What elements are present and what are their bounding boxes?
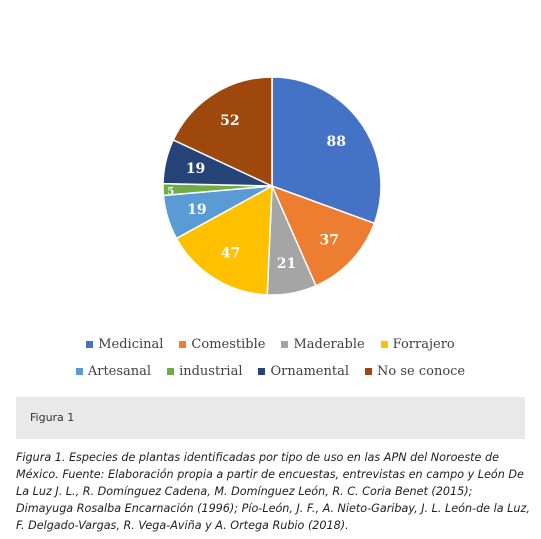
legend-swatch bbox=[281, 341, 289, 348]
legend-swatch bbox=[258, 368, 266, 375]
data-label: 21 bbox=[277, 256, 296, 272]
pie-slice-medicinal bbox=[271, 76, 382, 225]
legend-label: No se conoce bbox=[377, 364, 466, 379]
pie-slice-no-se-conoce bbox=[172, 76, 273, 188]
pie-slice-comestible bbox=[270, 184, 376, 287]
data-label: 19 bbox=[187, 202, 206, 218]
data-label: 52 bbox=[220, 113, 239, 129]
legend-label: Artesanal bbox=[87, 364, 152, 379]
legend-item: Medicinal bbox=[86, 337, 163, 352]
data-label: 88 bbox=[327, 134, 346, 150]
legend-item: No se conoce bbox=[365, 364, 465, 379]
figure-label: Figura 1 bbox=[30, 411, 75, 424]
legend-row: Artesanal industrial Ornamental No se conoc… bbox=[0, 364, 541, 379]
pie-slice-forrajero bbox=[175, 184, 273, 296]
legend-swatch bbox=[179, 341, 187, 348]
legend-label: industrial bbox=[179, 364, 243, 379]
legend-label: Medicinal bbox=[98, 337, 164, 352]
legend-item: Ornamental bbox=[258, 364, 349, 379]
legend-label: Comestible bbox=[191, 337, 266, 352]
legend-label: Maderable bbox=[293, 337, 365, 352]
legend-swatch bbox=[75, 368, 83, 375]
legend-item: Comestible bbox=[179, 337, 265, 352]
legend-item: Artesanal bbox=[75, 364, 152, 379]
data-label: 47 bbox=[221, 246, 240, 262]
figure-caption: Figura 1. Especies de plantas identifica… bbox=[16, 451, 530, 532]
legend-swatch bbox=[86, 341, 94, 348]
data-label: 5 bbox=[167, 186, 174, 197]
legend-label: Forrajero bbox=[392, 337, 455, 352]
legend-item: Forrajero bbox=[380, 337, 455, 352]
pie-chart: 88 37 21 47 19 5 19 52 Medicinal Comestible Mader… bbox=[0, 76, 541, 379]
legend-swatch bbox=[365, 368, 373, 375]
data-label: 19 bbox=[186, 161, 205, 177]
legend-item: industrial bbox=[167, 364, 242, 379]
legend-row: Medicinal Comestible Maderable Forrajero bbox=[0, 337, 541, 352]
legend-label: Ornamental bbox=[270, 364, 350, 379]
data-label: 37 bbox=[320, 233, 339, 249]
figure-label-box: Figura 1 bbox=[16, 397, 525, 439]
legend-item: Maderable bbox=[281, 337, 365, 352]
legend-swatch bbox=[380, 341, 388, 348]
legend-swatch bbox=[167, 368, 175, 375]
pie-chart-svg: 88 37 21 47 19 5 19 52 bbox=[162, 76, 382, 296]
